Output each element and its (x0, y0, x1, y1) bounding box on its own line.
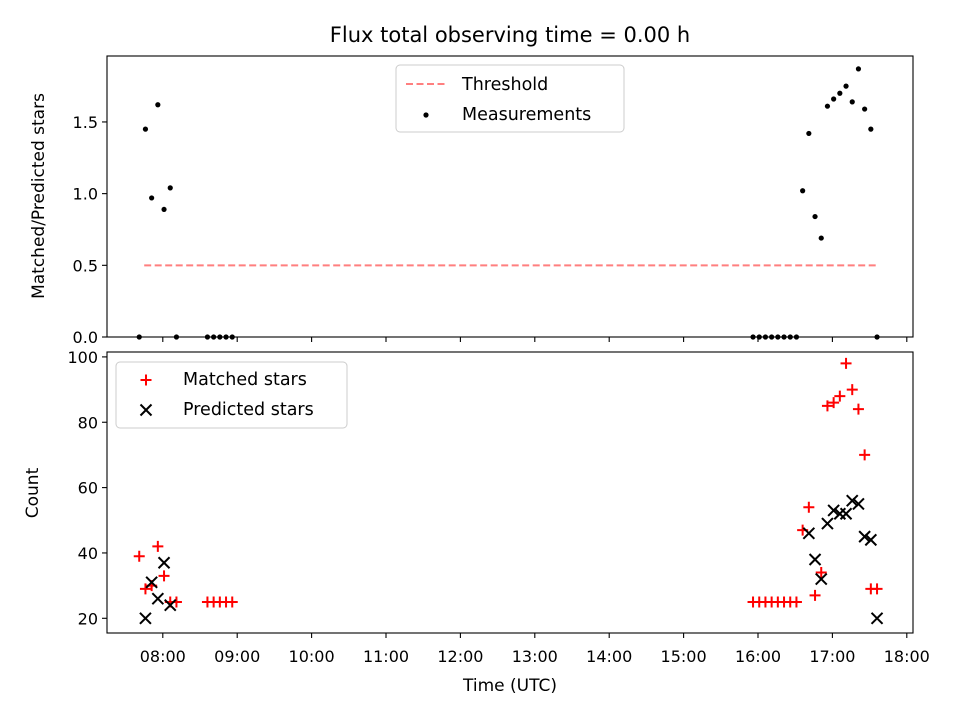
x-tick-label: 15:00 (661, 647, 707, 666)
y-tick-label: 80 (78, 413, 98, 432)
predicted-stars-point (815, 572, 828, 586)
matched-stars-point (871, 583, 883, 595)
x-tick-label: 09:00 (214, 647, 260, 666)
predicted-stars-point (852, 497, 865, 511)
predicted-stars-point (802, 527, 816, 540)
predicted-stars-point (870, 612, 884, 625)
x-axis-label: Time (UTC) (462, 676, 557, 696)
measurement-point (831, 96, 837, 102)
count-layer (133, 357, 884, 625)
x-tick-label: 12:00 (437, 647, 483, 666)
matched-stars-point (133, 550, 145, 562)
x-tick-label: 17:00 (809, 647, 855, 666)
x-tick-label: 13:00 (512, 647, 558, 666)
matched-stars-point (828, 397, 840, 409)
matched-stars-point (158, 570, 170, 582)
y-tick-label: 20 (78, 609, 98, 628)
y-tick-label: 1.0 (73, 185, 98, 204)
y-tick-label: 60 (78, 479, 98, 498)
bottom-legend-box (115, 361, 348, 429)
measurement-point (800, 188, 806, 194)
matched-stars-point (834, 390, 846, 402)
x-tick-label: 18:00 (884, 647, 930, 666)
chart-title: Flux total observing time = 0.00 h (330, 23, 690, 47)
bottom-panel: 20 40 60 80 100 08:00 09:00 10:00 11:00 12:00 13:… (23, 348, 930, 696)
top-legend-box (395, 64, 625, 133)
matched-stars-point (139, 583, 151, 595)
predicted-stars-point (846, 494, 859, 507)
matched-stars-point (226, 596, 238, 608)
matched-stars-point (859, 449, 871, 461)
matched-stars-point (840, 357, 852, 369)
measurement-point (155, 102, 161, 108)
measurement-point (149, 195, 155, 201)
measurements-legend-label: Measurements (462, 105, 591, 125)
matched-legend-marker (140, 374, 152, 386)
measurement-point (818, 235, 824, 241)
predicted-stars-point (821, 517, 834, 530)
measurement-point (855, 66, 862, 72)
predicted-legend-label: Predicted stars (183, 400, 314, 420)
measurement-point (806, 130, 812, 137)
y-tick-label: 0.0 (73, 328, 98, 347)
matched-stars-point (790, 596, 802, 608)
matched-stars-point (152, 540, 164, 552)
measurement-point (862, 106, 868, 112)
matched-stars-point (846, 384, 858, 396)
measurement-point (868, 126, 874, 132)
x-tick-label: 11:00 (363, 647, 409, 666)
y-tick-label: 100 (67, 348, 98, 367)
bottom-y-ticks: 20 40 60 80 100 (67, 348, 107, 628)
matched-stars-point (803, 501, 815, 513)
y-tick-label: 40 (78, 544, 98, 563)
predicted-stars-point (827, 504, 840, 517)
x-tick-label: 16:00 (735, 647, 781, 666)
x-tick-label: 08:00 (140, 647, 186, 666)
y-tick-label: 0.5 (73, 256, 98, 275)
predicted-stars-point (151, 592, 165, 605)
predicted-stars-point (858, 530, 871, 543)
measurement-point (812, 213, 818, 220)
predicted-stars-point (145, 576, 158, 589)
measurements-legend-swatch (423, 112, 429, 118)
matched-legend-swatch (140, 374, 152, 386)
predicted-stars-point (864, 533, 878, 547)
bottom-legend: Matched stars Predicted stars (115, 361, 348, 429)
predicted-legend-swatch (139, 403, 153, 417)
bottom-x-ticks: 08:00 09:00 10:00 11:00 12:00 13:00 14:00 15:00… (140, 633, 930, 666)
matched-stars-point (821, 400, 833, 412)
predicted-stars-point (164, 599, 177, 612)
measurement-point (843, 83, 849, 89)
measurement-point (837, 90, 843, 96)
bottom-plot-frame (106, 351, 914, 634)
top-legend: Threshold Measurements (395, 64, 625, 133)
predicted-stars-point (839, 507, 853, 520)
threshold-legend-label: Threshold (461, 75, 548, 95)
measurement-point (849, 99, 855, 105)
measurement-point (161, 206, 167, 213)
matched-stars-point (815, 567, 827, 579)
top-plot-frame (106, 55, 914, 338)
predicted-legend-marker (139, 403, 153, 417)
x-tick-label: 14:00 (586, 647, 632, 666)
top-panel: 0.0 0.5 1.0 1.5 Matched/Predicted stars (29, 55, 914, 347)
predicted-stars-point (157, 556, 171, 569)
top-y-axis-label: Matched/Predicted stars (29, 93, 49, 299)
top-x-ticks (162, 337, 908, 342)
predicted-stars-point (808, 553, 822, 566)
bottom-y-axis-label: Count (23, 467, 43, 518)
measurement-point (824, 103, 831, 109)
top-y-ticks: 0.0 0.5 1.0 1.5 (73, 113, 107, 347)
y-tick-label: 1.5 (73, 113, 98, 132)
matched-stars-point (809, 589, 821, 601)
matched-legend-label: Matched stars (183, 370, 307, 390)
measurement-point (167, 185, 173, 191)
x-tick-label: 10:00 (289, 647, 335, 666)
matched-stars-point (852, 403, 864, 415)
measurement-point (142, 126, 149, 132)
predicted-stars-point (139, 612, 152, 625)
